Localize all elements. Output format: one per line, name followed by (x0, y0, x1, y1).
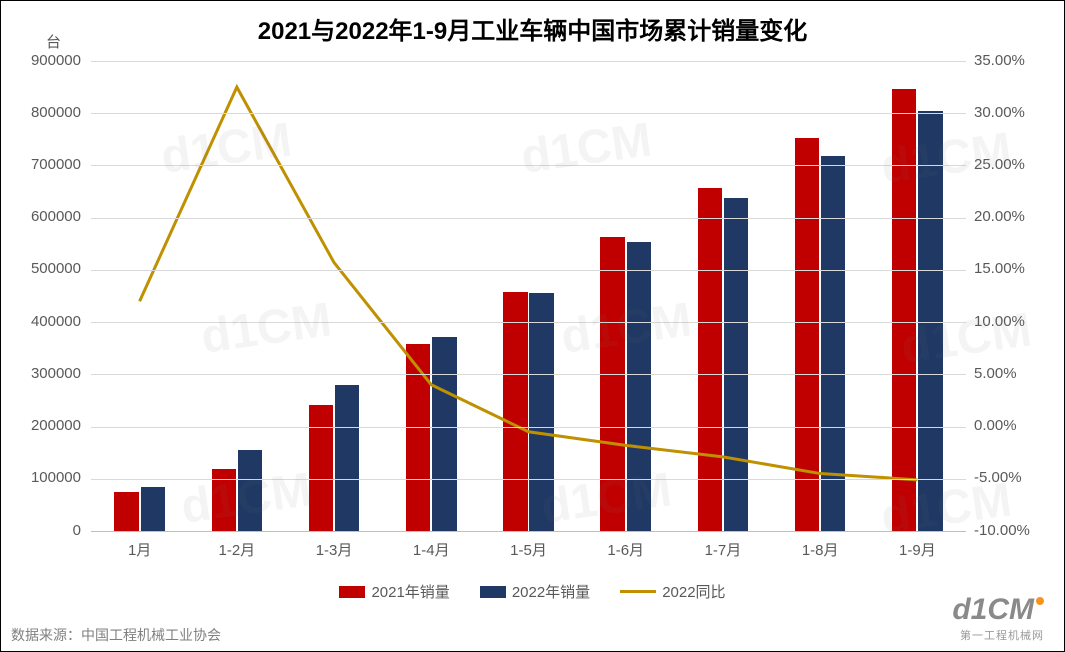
y-axis-unit: 台 (46, 31, 61, 52)
legend-item: 2021年销量 (339, 581, 449, 602)
x-tick-label: 1-7月 (705, 539, 742, 560)
legend-label: 2022年销量 (512, 581, 590, 602)
y-left-tick-label: 500000 (31, 260, 81, 277)
plot-area (91, 61, 966, 531)
y-right-tick-label: 25.00% (974, 156, 1025, 173)
y-right-tick-label: 10.00% (974, 313, 1025, 330)
y-right-tick-label: 35.00% (974, 52, 1025, 69)
x-tick-label: 1-6月 (607, 539, 644, 560)
x-tick-label: 1-3月 (316, 539, 353, 560)
gridline (91, 427, 966, 428)
line-series-svg (91, 61, 966, 531)
y-right-tick-label: 5.00% (974, 365, 1017, 382)
brand-sub-text: 第一工程机械网 (952, 627, 1044, 643)
x-tick-label: 1-5月 (510, 539, 547, 560)
x-tick-label: 1-9月 (899, 539, 936, 560)
y-right-tick-label: 20.00% (974, 208, 1025, 225)
brand-logo: d1CM 第一工程机械网 (952, 593, 1044, 643)
brand-main-text: d1CM (952, 593, 1044, 627)
y-right-tick-label: 0.00% (974, 417, 1017, 434)
gridline (91, 322, 966, 323)
legend-label: 2022同比 (662, 581, 725, 602)
legend-item: 2022年销量 (480, 581, 590, 602)
gridline (91, 270, 966, 271)
legend: 2021年销量 2022年销量 2022同比 (1, 581, 1064, 602)
gridline (91, 531, 966, 532)
legend-line-swatch (620, 590, 656, 593)
y-right-tick-label: -10.00% (974, 522, 1030, 539)
gridline (91, 61, 966, 62)
gridline (91, 218, 966, 219)
y-right-tick-label: -5.00% (974, 469, 1022, 486)
y-left-tick-label: 900000 (31, 52, 81, 69)
chart-title: 2021与2022年1-9月工业车辆中国市场累计销量变化 (1, 11, 1064, 46)
y-left-tick-label: 700000 (31, 156, 81, 173)
x-tick-label: 1-4月 (413, 539, 450, 560)
x-tick-label: 1-2月 (218, 539, 255, 560)
x-tick-label: 1月 (128, 539, 151, 560)
chart-container: 2021与2022年1-9月工业车辆中国市场累计销量变化 台 2021年销量20… (0, 0, 1065, 652)
line-series-path (140, 87, 918, 480)
x-tick-label: 1-8月 (802, 539, 839, 560)
gridline (91, 113, 966, 114)
y-left-tick-label: 200000 (31, 417, 81, 434)
y-left-tick-label: 100000 (31, 469, 81, 486)
legend-item: 2022同比 (620, 581, 725, 602)
y-left-tick-label: 300000 (31, 365, 81, 382)
gridline (91, 479, 966, 480)
gridline (91, 165, 966, 166)
y-left-tick-label: 400000 (31, 313, 81, 330)
y-left-tick-label: 800000 (31, 104, 81, 121)
data-source-label: 数据来源：中国工程机械工业协会 (11, 625, 221, 645)
y-right-tick-label: 30.00% (974, 104, 1025, 121)
gridline (91, 374, 966, 375)
y-left-tick-label: 600000 (31, 208, 81, 225)
y-left-tick-label: 0 (73, 522, 81, 539)
legend-label: 2021年销量 (371, 581, 449, 602)
legend-swatch (339, 586, 365, 598)
legend-swatch (480, 586, 506, 598)
y-right-tick-label: 15.00% (974, 260, 1025, 277)
